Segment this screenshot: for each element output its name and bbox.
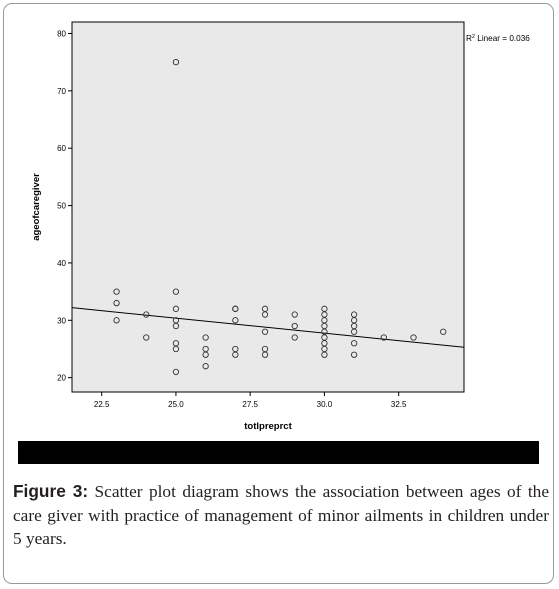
black-bar	[18, 441, 539, 464]
data-point	[350, 328, 358, 335]
data-point	[261, 328, 269, 335]
figure-caption: Figure 3: Scatter plot diagram shows the…	[13, 480, 549, 551]
data-point	[321, 351, 328, 358]
y-tick-label: 40	[57, 259, 66, 268]
data-point	[113, 299, 120, 307]
data-point	[380, 334, 387, 341]
y-tick-label: 30	[57, 316, 66, 325]
y-tick-label: 50	[57, 202, 66, 211]
y-tick-label: 70	[57, 87, 66, 96]
x-tick-label: 32.5	[391, 400, 407, 409]
data-point	[172, 322, 180, 330]
data-point	[440, 328, 447, 335]
data-point	[202, 351, 209, 358]
x-axis-label: totlpreprct	[244, 421, 292, 432]
data-point	[232, 305, 239, 312]
data-point	[172, 59, 180, 66]
data-point	[202, 334, 209, 341]
data-point	[143, 334, 150, 341]
r-squared-annotation: R2 Linear = 0.036	[466, 34, 530, 43]
figure-label: Figure 3:	[13, 481, 89, 501]
data-point	[291, 311, 298, 318]
plot-area	[71, 21, 465, 393]
data-point	[350, 340, 358, 347]
data-point	[261, 351, 269, 358]
data-point	[410, 334, 417, 341]
y-tick-label: 60	[57, 144, 66, 153]
x-tick-label: 25.0	[168, 400, 184, 409]
data-point	[172, 345, 180, 353]
data-point	[350, 351, 358, 358]
x-tick-label: 22.5	[94, 400, 110, 409]
data-point	[172, 368, 180, 376]
figure-caption-text: Scatter plot diagram shows the associati…	[13, 482, 549, 548]
y-axis-label: ageofcaregiver	[31, 173, 42, 241]
scatter-chart: 20 30 40 50 60 70 80 22.5 25.0 27.5 30.0 32.5 totlpr…	[31, 21, 530, 432]
data-point	[172, 305, 180, 312]
data-point	[202, 363, 209, 370]
fit-line	[71, 307, 465, 348]
data-point	[172, 288, 180, 295]
data-point	[143, 311, 150, 318]
data-point	[291, 322, 298, 330]
data-point	[291, 334, 298, 341]
x-tick-label: 30.0	[317, 400, 333, 409]
data-point	[232, 351, 239, 358]
data-point	[113, 317, 120, 324]
data-point	[113, 288, 120, 295]
data-point	[261, 311, 269, 318]
plot-area-group: 20 30 40 50 60 70 80 22.5 25.0 27.5 30.0 32.5 totlpr…	[31, 21, 530, 432]
y-tick-label: 80	[57, 29, 66, 38]
y-tick-label: 20	[57, 374, 66, 383]
x-tick-label: 27.5	[242, 400, 258, 409]
data-point	[232, 317, 239, 324]
